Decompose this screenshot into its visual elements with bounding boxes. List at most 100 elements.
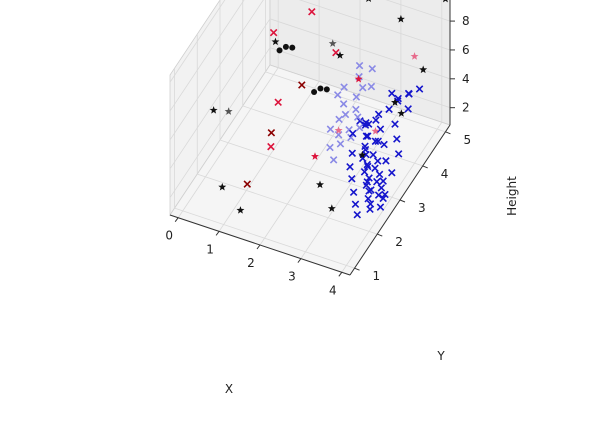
data-point-x-stroke (372, 116, 380, 124)
data-point-x-stroke (362, 132, 371, 140)
data-point-x-stroke (355, 123, 364, 132)
data-point-x (385, 105, 393, 114)
data-point-star (327, 204, 336, 212)
y-tick-label: 3 (418, 201, 426, 215)
y-tick (377, 233, 383, 237)
data-point-x-stroke (373, 177, 381, 186)
data-point-x (341, 110, 350, 119)
data-point-x (333, 91, 342, 99)
x-tick-label: 2 (247, 256, 255, 270)
data-point-x-stroke (362, 118, 370, 127)
data-point-x (366, 205, 374, 213)
grid-line-y-floor (197, 173, 378, 235)
data-point-x-stroke (363, 160, 372, 169)
data-point-x-stroke (380, 140, 388, 149)
data-point-x (376, 203, 385, 211)
data-point-x-stroke (366, 205, 374, 213)
data-point-x (269, 28, 278, 37)
data-point-x-stroke (353, 113, 362, 121)
data-point-x (404, 89, 413, 98)
data-point-x (326, 143, 334, 152)
data-point-x-stroke (393, 135, 401, 143)
data-point-star (218, 182, 227, 191)
data-point-x-stroke (374, 110, 383, 119)
data-point-x-stroke (329, 156, 338, 164)
data-point-x (368, 64, 377, 73)
data-point-x (374, 191, 383, 199)
data-point-x (361, 142, 369, 151)
data-point-x-stroke (366, 200, 375, 208)
axis-panes (169, 0, 451, 276)
data-point-x (339, 100, 348, 108)
y-tick (399, 199, 406, 203)
data-point-x-stroke (388, 89, 396, 98)
data-point-star (209, 106, 218, 114)
grid-line-z-back (385, 0, 451, 22)
data-point-x (363, 160, 372, 169)
data-point-x-stroke (356, 117, 364, 125)
y-tick (422, 165, 428, 169)
x-tick-label: 0 (165, 229, 173, 243)
data-point-x (352, 105, 360, 114)
data-point-x-stroke (355, 61, 364, 70)
data-point-x (348, 129, 357, 138)
data-point-star (366, 0, 372, 2)
data-point-x (375, 170, 384, 179)
data-point-x (388, 168, 396, 177)
data-point-x-stroke (348, 149, 357, 158)
z-axis-label: Height (505, 176, 519, 216)
y-tick (445, 131, 451, 135)
data-point-x-stroke (363, 162, 372, 171)
grid-line-z-left (169, 0, 264, 141)
data-point-x-stroke (341, 110, 350, 119)
data-point-x-stroke (358, 83, 367, 92)
data-point-x (393, 135, 401, 143)
grid-lines (169, 0, 451, 273)
data-point-x (369, 151, 377, 159)
data-point-star (419, 65, 428, 74)
data-point-star (410, 52, 419, 60)
data-point-x-stroke (382, 157, 390, 165)
data-point-star (336, 51, 344, 59)
grid-line-y-floor (174, 207, 355, 269)
z-tick-label: 4 (462, 72, 470, 86)
data-point-x (298, 81, 306, 89)
data-point-star (371, 126, 380, 135)
data-point-x-stroke (377, 184, 386, 192)
data-point-x-stroke (376, 203, 385, 211)
x-tick (297, 258, 302, 263)
data-point-circle (323, 86, 330, 93)
data-point-x-stroke (360, 168, 369, 176)
data-point-star (354, 74, 363, 83)
data-point-x-stroke (404, 105, 412, 113)
data-point-star (442, 0, 448, 3)
data-point-x-stroke (362, 181, 371, 190)
data-point-x-stroke (375, 170, 384, 179)
data-point-x (362, 118, 370, 127)
data-point-x (379, 194, 387, 203)
grid-line-z-left (169, 18, 271, 170)
data-point-x (348, 149, 357, 158)
data-point-x-stroke (243, 180, 252, 188)
data-point-x (355, 61, 364, 70)
data-point-x (373, 177, 381, 186)
tick-labels: 0123412345246810 (165, 14, 471, 297)
data-point-star (236, 206, 245, 214)
z-tick-label: 6 (462, 43, 470, 57)
data-point-x (362, 132, 371, 140)
data-point-x-stroke (367, 186, 375, 194)
data-point-x (363, 162, 372, 171)
data-point-x-stroke (336, 140, 345, 148)
data-point-x (382, 157, 390, 165)
data-point-x-stroke (298, 81, 306, 89)
data-point-x-stroke (394, 94, 402, 103)
data-point-x (360, 168, 369, 176)
data-point-x (363, 132, 372, 140)
data-point-x-stroke (352, 105, 360, 114)
data-point-x (374, 137, 382, 146)
data-point-star (334, 126, 343, 134)
data-point-x-stroke (415, 85, 424, 93)
data-point-x-stroke (348, 175, 356, 183)
data-point-x-stroke (394, 150, 403, 158)
